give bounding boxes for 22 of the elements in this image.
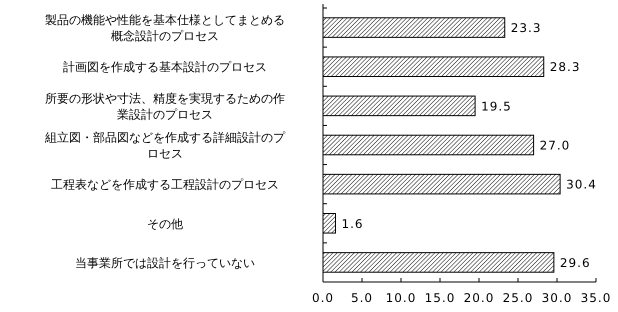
data-label: 19.5	[481, 99, 512, 114]
y-tick-label: 組立図・部品図などを作成する詳細設計のプロセス	[44, 130, 286, 160]
x-tick-label: 10.0	[386, 291, 416, 305]
y-tick-label: 計画図を作成する基本設計のプロセス	[63, 60, 267, 74]
x-tick-label: 20.0	[464, 291, 494, 305]
x-tick-label: 30.0	[542, 291, 572, 305]
x-tick-label: 25.0	[502, 291, 534, 305]
x-tick-label: 35.0	[580, 291, 612, 305]
data-label: 27.0	[540, 138, 570, 152]
data-label: 1.6	[341, 216, 364, 231]
data-label: 23.3	[510, 21, 542, 36]
data-label: 29.6	[560, 256, 591, 270]
y-tick-label: その他	[147, 216, 183, 231]
y-tick-label: 当事業所では設計を行っていない	[75, 256, 255, 270]
data-label: 28.3	[550, 60, 580, 74]
y-tick-label: 所要の形状や寸法、精度を実現するための作業設計のプロセス	[45, 91, 285, 122]
x-tick-label: 0.0	[312, 291, 334, 305]
x-tick-label: 15.0	[424, 291, 456, 305]
y-tick-label: 製品の機能や性能を基本仕様としてまとめる概念設計のプロセス	[45, 13, 285, 44]
x-tick-label: 5.0	[350, 291, 374, 305]
data-label: 30.4	[566, 178, 597, 192]
y-tick-label: 工程表などを作成する工程設計のプロセス	[51, 178, 279, 192]
